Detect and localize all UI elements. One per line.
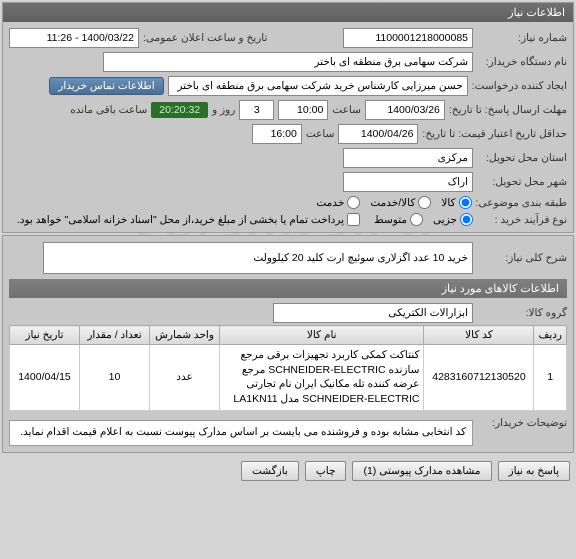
action-buttons: پاسخ به نیاز مشاهده مدارک پیوستی (1) چاپ… <box>0 455 576 487</box>
th-idx: ردیف <box>534 326 567 345</box>
remain-label: ساعت باقی مانده <box>70 104 147 116</box>
cell-idx: 1 <box>534 345 567 411</box>
cell-qty: 10 <box>80 345 150 411</box>
desc-label: شرح کلی نیاز: <box>477 252 567 264</box>
goods-panel: شرح کلی نیاز: اطلاعات کالاهای مورد نیاز … <box>2 235 574 453</box>
delivery-city-label: شهر محل تحویل: <box>477 176 567 188</box>
time-label-1: ساعت <box>332 104 361 116</box>
delivery-province-label: استان محل تحویل: <box>477 152 567 164</box>
radio-goods-service[interactable]: کالا/خدمت <box>370 196 431 209</box>
th-name: نام کالا <box>220 326 424 345</box>
cell-unit: عدد <box>150 345 220 411</box>
radio-service[interactable]: خدمت <box>316 196 360 209</box>
buyer-org-input[interactable] <box>103 52 473 72</box>
th-date: تاریخ نیاز <box>10 326 80 345</box>
countdown-badge: 20:20:32 <box>151 102 208 118</box>
goods-group-label: گروه کالا: <box>477 307 567 319</box>
panel-title: اطلاعات نیاز <box>3 3 573 22</box>
th-code: کد کالا <box>424 326 534 345</box>
goods-info-title: اطلاعات کالاهای مورد نیاز <box>9 279 567 298</box>
cell-code: 4283160712130520 <box>424 345 534 411</box>
buyer-note-label: توضیحات خریدار: <box>477 417 567 429</box>
price-valid-label: حداقل تاریخ اعتبار قیمت: تا تاریخ: <box>422 128 567 140</box>
deadline-send-label: مهلت ارسال پاسخ: تا تاریخ: <box>449 104 567 116</box>
creator-input[interactable] <box>168 76 468 96</box>
radio-small[interactable]: جزیی <box>433 213 473 226</box>
cell-date: 1400/04/15 <box>10 345 80 411</box>
days-input[interactable] <box>239 100 274 120</box>
grouping-label: طبقه بندی موضوعی: <box>476 197 567 209</box>
cell-name: کنتاکت کمکی کاربرد تجهیزات برقی مرجع ساز… <box>220 345 424 411</box>
goods-group-input[interactable] <box>273 303 473 323</box>
announce-label: تاریخ و ساعت اعلان عمومی: <box>143 32 267 44</box>
check-partial[interactable]: پرداخت تمام یا بخشی از مبلغ خرید،از محل … <box>17 213 360 226</box>
th-qty: تعداد / مقدار <box>80 326 150 345</box>
contact-button[interactable]: اطلاعات تماس خریدار <box>49 77 163 95</box>
radio-goods[interactable]: کالا <box>441 196 471 209</box>
delivery-province-input[interactable] <box>343 148 473 168</box>
days-label: روز و <box>212 104 235 116</box>
goods-table: ردیف کد کالا نام کالا واحد شمارش تعداد /… <box>9 325 567 411</box>
price-valid-time-input[interactable] <box>252 124 302 144</box>
buyer-note-box: کد انتخابی مشابه بوده و فروشنده می بایست… <box>9 420 473 446</box>
table-row[interactable]: 1 4283160712130520 کنتاکت کمکی کاربرد تج… <box>10 345 567 411</box>
reply-button[interactable]: پاسخ به نیاز <box>498 461 570 481</box>
announce-input[interactable] <box>9 28 139 48</box>
purchase-type-label: نوع فرآیند خرید : <box>477 214 567 226</box>
req-num-input[interactable] <box>343 28 473 48</box>
creator-label: ایجاد کننده درخواست: <box>472 80 567 92</box>
radio-medium[interactable]: متوسط <box>374 213 423 226</box>
print-button[interactable]: چاپ <box>305 461 347 481</box>
desc-input[interactable] <box>43 242 473 274</box>
req-num-label: شماره نیاز: <box>477 32 567 44</box>
info-panel: اطلاعات نیاز شماره نیاز: تاریخ و ساعت اع… <box>2 2 574 233</box>
deadline-date-input[interactable] <box>365 100 445 120</box>
buyer-org-label: نام دستگاه خریدار: <box>477 56 567 68</box>
time-label-2: ساعت <box>306 128 335 140</box>
price-valid-date-input[interactable] <box>338 124 418 144</box>
delivery-city-input[interactable] <box>343 172 473 192</box>
back-button[interactable]: بازگشت <box>241 461 299 481</box>
deadline-time-input[interactable] <box>278 100 328 120</box>
th-unit: واحد شمارش <box>150 326 220 345</box>
attachments-button[interactable]: مشاهده مدارک پیوستی (1) <box>352 461 491 481</box>
